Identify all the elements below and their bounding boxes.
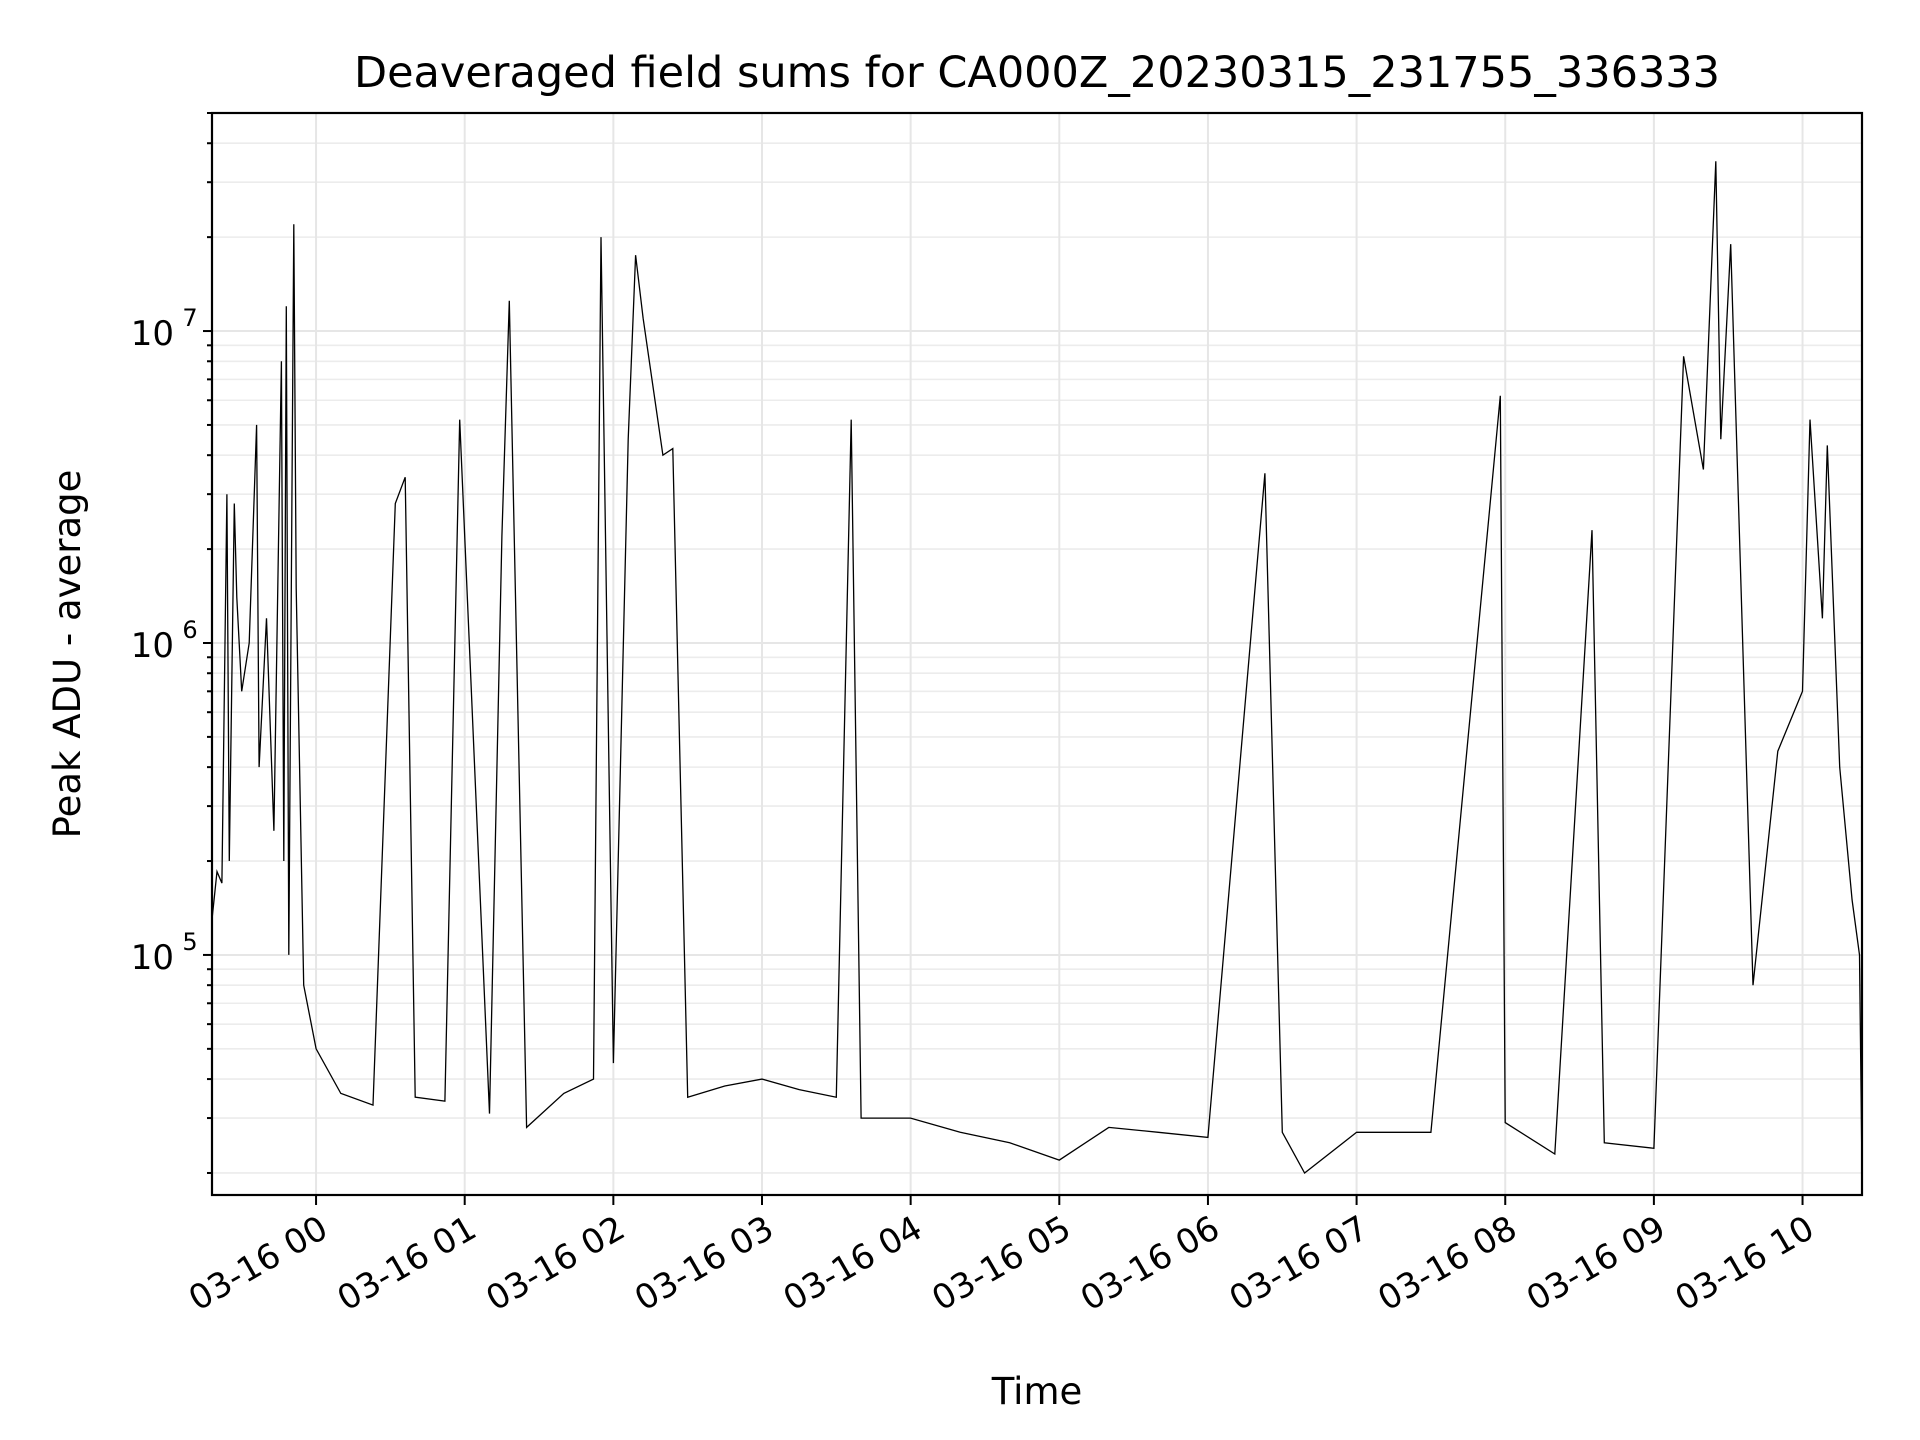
y-tick-exponent: 6 xyxy=(182,616,197,644)
plot-frame xyxy=(210,111,1864,1197)
x-axis-label: Time xyxy=(991,1370,1083,1413)
series-layer xyxy=(212,161,1862,1174)
y-tick-label: 10 xyxy=(131,938,174,978)
y-tick-exponent: 7 xyxy=(182,304,197,332)
grid xyxy=(212,112,1862,1195)
y-tick-label: 10 xyxy=(131,314,174,354)
y-axis-label: Peak ADU - average xyxy=(46,470,89,839)
y-tick-exponent: 5 xyxy=(182,928,197,956)
y-tick-label: 10 xyxy=(131,626,174,666)
chart-title: Deaveraged field sums for CA000Z_2023031… xyxy=(354,48,1720,98)
series-line-0 xyxy=(212,161,1862,1174)
